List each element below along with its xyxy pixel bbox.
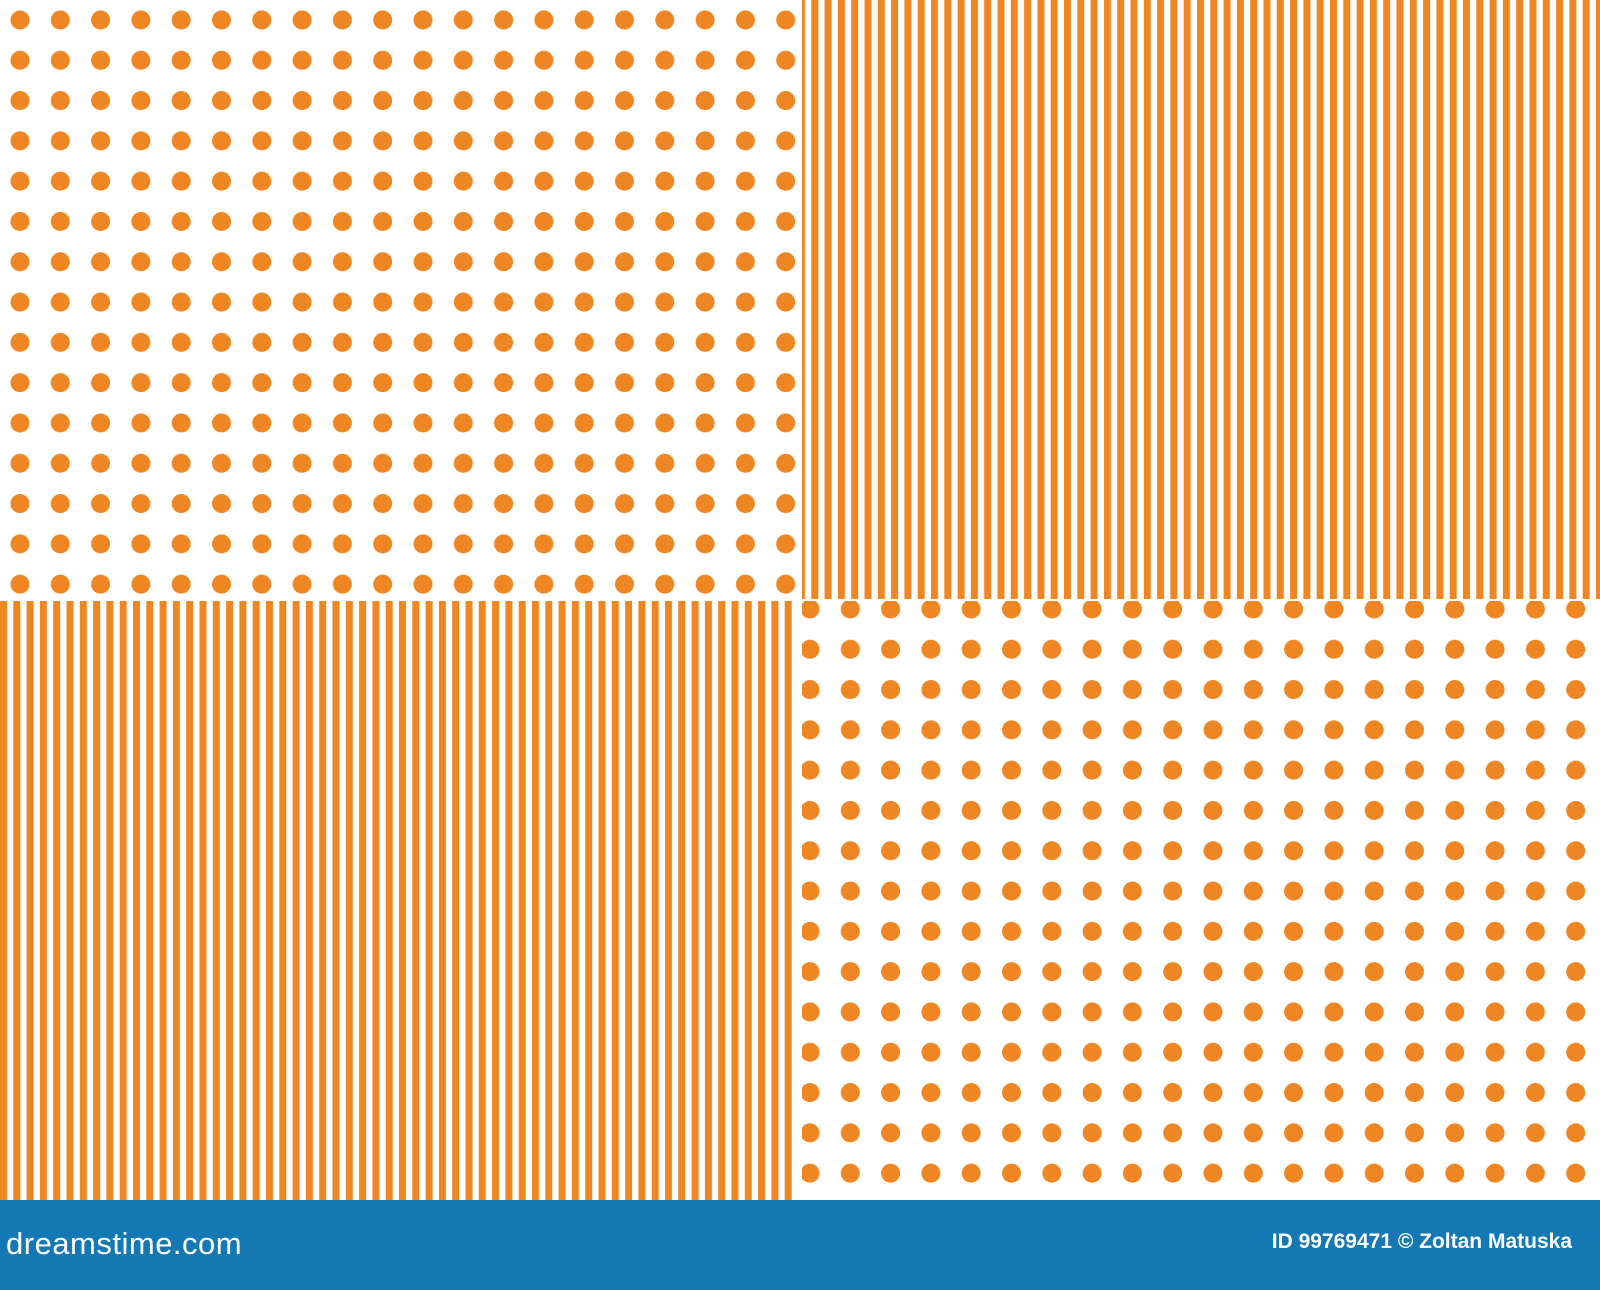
dot-pattern — [0, 0, 800, 599]
footer-bar: dreamstime.com ID 99769471 © Zoltan Matu… — [0, 1200, 1600, 1290]
pattern-artwork — [0, 0, 1600, 1200]
stripe-pattern — [802, 0, 1600, 599]
site-logo[interactable]: dreamstime.com — [6, 1226, 243, 1261]
image-credit: ID 99769471 © Zoltan Matuska — [1271, 1230, 1572, 1253]
dot-pattern — [802, 601, 1600, 1200]
stripe-pattern — [0, 601, 798, 1200]
